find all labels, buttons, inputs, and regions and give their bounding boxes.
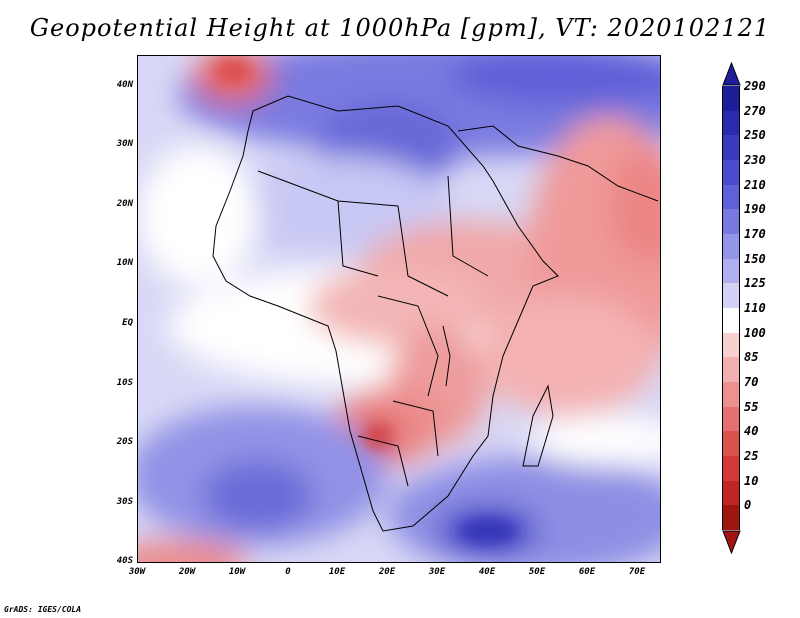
lat-tick-label: EQ <box>122 318 133 328</box>
lat-tick-label: 30S <box>116 497 133 507</box>
colorbar-swatch <box>722 184 740 210</box>
colorbar-level-label: 100 <box>744 325 766 340</box>
colorbar-level-label: 150 <box>744 251 766 266</box>
lon-tick-label: 30E <box>428 567 446 577</box>
colorbar-level-label: 125 <box>744 276 766 291</box>
chart-title: Geopotential Height at 1000hPa [gpm], VT… <box>29 14 771 42</box>
lat-tick-label: 10N <box>116 258 133 268</box>
geopotential-map <box>138 56 660 562</box>
colorbar-level-label: 10 <box>744 473 759 488</box>
grads-credit: GrADS: IGES/COLA <box>4 605 82 614</box>
colorbar-level-label: 230 <box>744 153 766 167</box>
colorbar-swatch <box>722 234 740 259</box>
colorbar-level-label: 55 <box>744 399 759 414</box>
colorbar-swatch <box>722 135 740 161</box>
colorbar-swatch <box>722 86 740 111</box>
colorbar-swatch <box>722 480 740 506</box>
colorbar-level-label: 210 <box>744 177 766 192</box>
lon-tick-label: 10W <box>228 567 246 577</box>
colorbar-level-label: 0 <box>744 498 752 513</box>
colorbar-level-label: 290 <box>744 79 766 93</box>
colorbar-top-arrow <box>722 62 741 86</box>
lat-tick-label: 30N <box>116 139 133 149</box>
colorbar-swatch <box>722 308 740 333</box>
lat-tick-label: 20N <box>116 199 133 209</box>
colorbar-swatch <box>722 382 740 407</box>
lat-tick-label: 40S <box>116 556 133 566</box>
colorbar-level-label: 70 <box>744 375 759 389</box>
colorbar-swatch <box>722 456 740 481</box>
colorbar-level-label: 110 <box>744 301 766 315</box>
colorbar-swatch <box>722 209 740 235</box>
lon-tick-label: 60E <box>578 567 596 577</box>
colorbar-swatch <box>722 431 740 457</box>
lon-tick-label: 0 <box>285 567 291 577</box>
lat-tick-label: 40N <box>116 80 133 90</box>
lat-tick-label: 20S <box>116 437 133 447</box>
lon-tick-label: 70E <box>628 567 646 577</box>
colorbar-level-label: 40 <box>744 424 759 439</box>
colorbar-swatch <box>722 332 740 358</box>
colorbar-bottom-arrow <box>722 530 741 554</box>
coastlines <box>212 95 659 532</box>
colorbar-level-label: 190 <box>744 202 766 217</box>
lon-tick-label: 20W <box>178 567 196 577</box>
lon-tick-label: 10E <box>328 567 346 577</box>
colorbar-swatch <box>722 406 740 432</box>
colorbar-swatch <box>722 110 740 136</box>
colorbar-swatch <box>722 160 740 185</box>
lon-tick-label: 20E <box>378 567 396 577</box>
lat-tick-label: 10S <box>116 378 133 388</box>
colorbar-level-label: 25 <box>744 449 759 463</box>
colorbar-level-label: 270 <box>744 103 766 118</box>
lon-tick-label: 40E <box>478 567 496 577</box>
map-panel <box>137 55 661 563</box>
height-field <box>138 56 660 562</box>
colorbar-level-label: 85 <box>744 350 759 365</box>
colorbar-level-label: 250 <box>744 128 766 143</box>
lon-tick-label: 50E <box>528 567 546 577</box>
colorbar-swatch <box>722 283 740 309</box>
colorbar-swatch <box>722 357 740 383</box>
colorbar-level-label: 170 <box>744 227 766 241</box>
colorbar-swatch <box>722 505 740 531</box>
colorbar-swatch <box>722 258 740 284</box>
lon-tick-label: 30W <box>128 567 146 577</box>
